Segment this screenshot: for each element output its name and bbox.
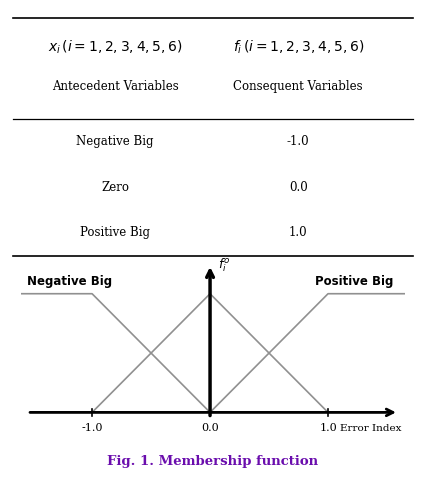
Text: 1.0: 1.0: [319, 423, 337, 433]
Text: $f_i^o$: $f_i^o$: [218, 256, 230, 274]
Text: Antecedent Variables: Antecedent Variables: [52, 80, 178, 93]
Text: Negative Big: Negative Big: [27, 275, 112, 288]
Text: -1.0: -1.0: [81, 423, 103, 433]
Text: Negative Big: Negative Big: [76, 135, 154, 148]
Text: Consequent Variables: Consequent Variables: [233, 80, 363, 93]
Text: 0.0: 0.0: [201, 423, 219, 433]
Text: 0.0: 0.0: [289, 181, 308, 194]
Text: Fig. 1. Membership function: Fig. 1. Membership function: [107, 456, 319, 468]
Text: Error Index: Error Index: [340, 424, 401, 433]
Text: $f_i\,(i=1,2,3,4,5,6)$: $f_i\,(i=1,2,3,4,5,6)$: [233, 39, 364, 56]
Text: Positive Big: Positive Big: [314, 275, 393, 288]
Text: Positive Big: Positive Big: [80, 226, 150, 239]
Text: Zero: Zero: [101, 181, 129, 194]
Text: $x_i\,(i=1,2,3,4,5,6)$: $x_i\,(i=1,2,3,4,5,6)$: [48, 39, 182, 56]
Text: 1.0: 1.0: [289, 226, 308, 239]
Text: -1.0: -1.0: [287, 135, 310, 148]
